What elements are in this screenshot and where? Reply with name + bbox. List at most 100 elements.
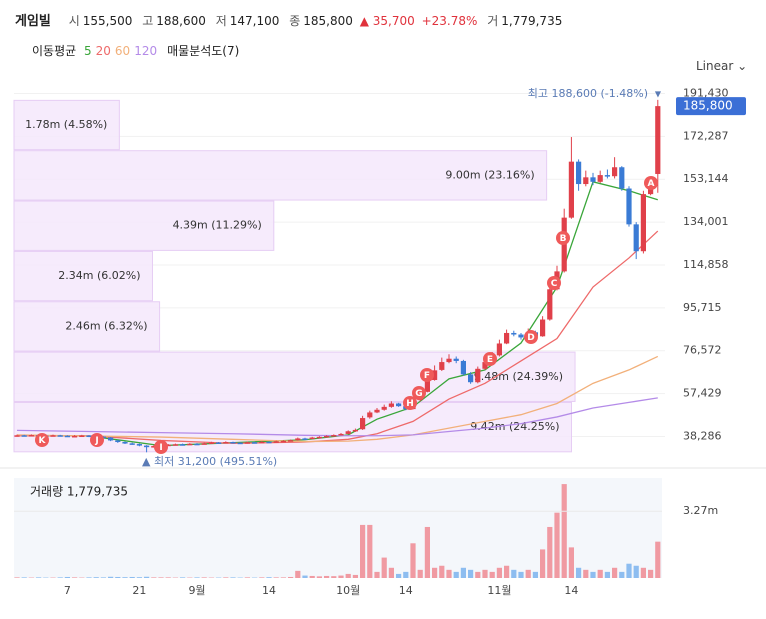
- candle-body: [576, 161, 582, 185]
- event-marker-label: D: [527, 333, 534, 343]
- volume-bar: [201, 577, 207, 578]
- candle-body: [28, 435, 34, 437]
- event-marker-label: E: [487, 355, 493, 365]
- candle-body: [388, 403, 394, 407]
- candle-body: [259, 441, 265, 444]
- volume-bar: [460, 567, 466, 578]
- candle-body: [612, 167, 618, 177]
- event-marker: [556, 231, 570, 245]
- candle-body: [331, 435, 337, 437]
- event-marker-label: G: [415, 389, 422, 399]
- volume-bar: [626, 563, 632, 578]
- candle-body: [288, 440, 294, 442]
- ma-legend[interactable]: 5: [84, 44, 92, 58]
- volume-bar: [410, 543, 416, 578]
- volume-bar: [93, 577, 99, 578]
- candle-body: [180, 444, 186, 446]
- candle-body: [518, 334, 524, 338]
- event-marker: [35, 433, 49, 447]
- volume-bar: [100, 577, 106, 578]
- candle-body: [122, 442, 128, 444]
- volume-bar: [280, 577, 286, 578]
- volume-bar: [403, 571, 409, 578]
- ma-legend[interactable]: 60: [114, 44, 131, 58]
- volume-bar: [158, 577, 164, 578]
- event-marker: [403, 396, 417, 410]
- y-tick-label: 57,429: [683, 387, 722, 400]
- candle-body: [309, 437, 315, 440]
- candle-body: [496, 343, 502, 356]
- volume-bar: [129, 576, 135, 578]
- volume-bar: [525, 569, 531, 578]
- label: 거: [487, 14, 499, 28]
- candle-body: [590, 177, 596, 182]
- volume-bar: [381, 557, 387, 578]
- volume-bar: [136, 577, 142, 578]
- volume-bar: [180, 577, 186, 578]
- candle-body: [115, 440, 121, 443]
- volume-bar: [21, 577, 27, 578]
- candle-body: [86, 435, 92, 438]
- x-tick-label: 7: [64, 584, 71, 597]
- event-marker-label: F: [424, 371, 430, 381]
- volume-bar: [352, 574, 358, 578]
- candle-body: [201, 443, 207, 445]
- x-tick-label: 11월: [487, 584, 511, 597]
- volume-bar: [288, 576, 294, 578]
- event-marker: [154, 440, 168, 454]
- quote-header: 게임빌 시 155,500 고 188,600 저 147,100 종 185,800 …: [15, 10, 562, 29]
- value: 188,600: [156, 14, 206, 28]
- candle-body: [640, 194, 646, 252]
- x-tick-label: 14: [262, 584, 276, 597]
- volume-panel: [14, 478, 662, 578]
- volume-bar: [489, 571, 495, 578]
- event-marker-label: C: [551, 279, 558, 289]
- high-pointer: ▼: [655, 90, 662, 99]
- candle-body: [223, 442, 229, 444]
- volume-bar: [612, 567, 618, 578]
- y-tick-label: 95,715: [683, 301, 722, 314]
- event-marker: [420, 368, 434, 382]
- candle-body: [583, 177, 589, 185]
- candle-body: [475, 368, 481, 383]
- volume-bar: [64, 576, 70, 578]
- ma-label[interactable]: 이동평균: [32, 44, 77, 58]
- value: 1,779,735: [501, 14, 563, 28]
- volume-profile-bar: [13, 351, 576, 402]
- event-marker: [524, 330, 538, 344]
- volume-profile-bar: [13, 301, 161, 352]
- y-tick-label: 191,430: [683, 87, 729, 100]
- volume-bar: [640, 567, 646, 578]
- candle-body: [439, 362, 445, 370]
- volume-bar: [475, 571, 481, 578]
- candle-body: [626, 188, 632, 225]
- event-marker: [90, 433, 104, 447]
- volume-profile-label: 2.46m (6.32%): [65, 319, 147, 332]
- ma-legend[interactable]: 120: [134, 44, 158, 58]
- candle-body: [432, 370, 438, 380]
- volume-bar: [432, 567, 438, 578]
- price-tag: [676, 97, 746, 116]
- candle-body: [14, 435, 20, 437]
- candle-body: [144, 445, 150, 448]
- volume-bar: [604, 571, 610, 578]
- candle-body: [108, 437, 114, 441]
- candle-body: [655, 106, 661, 174]
- x-tick-label: 21: [132, 584, 146, 597]
- event-marker-label: H: [406, 399, 414, 409]
- candle-body: [165, 444, 171, 447]
- volume-bar: [316, 576, 322, 578]
- volume-bar: [597, 569, 603, 578]
- scale-select[interactable]: Linear ⌄: [696, 59, 748, 73]
- candle-body: [172, 444, 178, 446]
- candle-body: [295, 438, 301, 441]
- volume-bar: [468, 569, 474, 578]
- low-annotation: ▲ 최저 31,200 (495.51%): [142, 455, 277, 468]
- profile-toggle[interactable]: 매물분석도(7): [167, 44, 240, 58]
- candle-body: [381, 406, 387, 410]
- candle-body: [597, 175, 603, 182]
- volume-bar: [36, 577, 42, 578]
- ma-legend[interactable]: 20: [95, 44, 111, 58]
